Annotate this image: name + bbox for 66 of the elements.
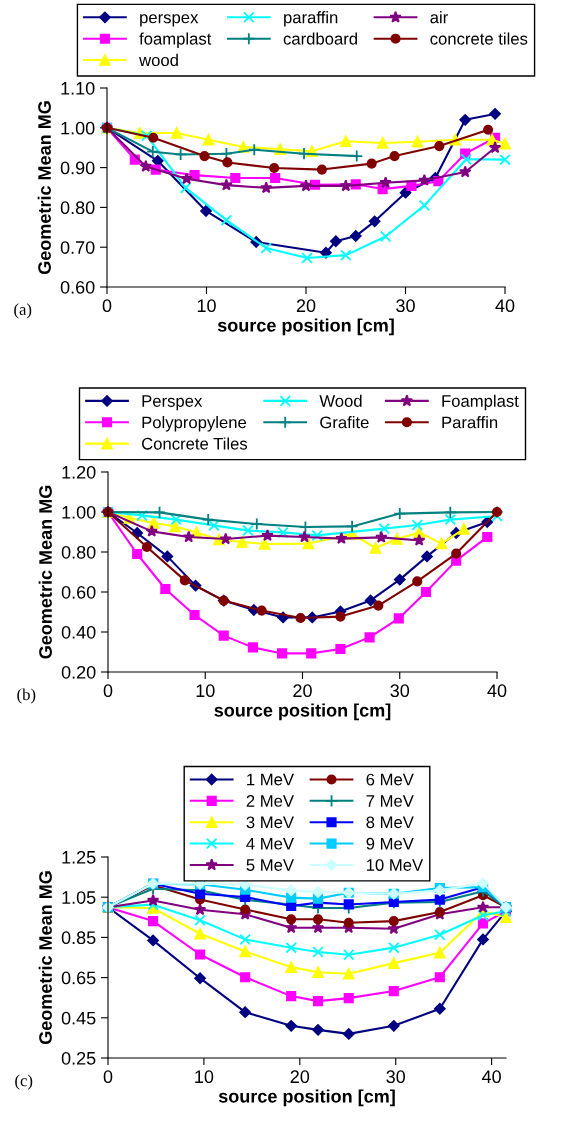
legend-label: 10 MeV (366, 859, 424, 871)
x-tick-label: 10 (196, 684, 215, 698)
legend-label: 8 MeV (366, 816, 414, 829)
y-tick-label: 0.85 (61, 931, 96, 945)
x-tick-label: 0 (102, 299, 112, 313)
y-tick-label: 0.20 (61, 665, 96, 679)
x-tick-label: 40 (495, 299, 515, 313)
text: (a) (14, 303, 32, 319)
legend-label: Foamplast (442, 394, 519, 411)
x-axis-title: source position [cm] (217, 318, 394, 336)
legend-label: Grafite (320, 416, 369, 429)
y-tick-label: 0.40 (61, 625, 96, 639)
y-tick-label: 1.10 (61, 81, 95, 95)
x-tick-label: 30 (390, 684, 410, 698)
legend-label: Wood (319, 394, 362, 407)
legend-label: foamplast (139, 32, 212, 48)
y-tick-label: 1.20 (62, 465, 96, 479)
legend-label: 1 MeV (247, 773, 294, 786)
legend-label: 6 MeV (366, 773, 414, 786)
x-tick-label: 10 (197, 299, 216, 313)
legend-label: 9 MeV (366, 837, 414, 850)
y-tick-label: 1.05 (62, 891, 96, 904)
y-tick-label: 0.60 (60, 280, 95, 294)
y-tick-label: 0.45 (61, 1011, 96, 1025)
legend-label: 3 MeV (246, 816, 294, 829)
x-axis-title: source position [cm] (214, 703, 391, 721)
y-tick-label: 0.80 (60, 201, 95, 215)
legend-label: Concrete Tiles (142, 437, 248, 450)
y-tick-label: 1.00 (62, 505, 96, 519)
legend-label: perspex (140, 14, 199, 27)
legend-label: 4 MeV (246, 837, 294, 850)
y-tick-label: 0.70 (60, 241, 95, 254)
x-tick-label: 20 (293, 684, 312, 698)
legend-label: Paraffin (442, 416, 498, 429)
legend-label: Polypropylene (142, 416, 247, 432)
y-axis-title: Geometric Mean MG (37, 101, 51, 275)
text: (c) (15, 1074, 33, 1090)
y-tick-label: 1.00 (61, 121, 95, 135)
legend-label: Perspex (142, 395, 203, 411)
x-tick-label: 0 (103, 684, 113, 698)
x-tick-label: 20 (290, 1070, 310, 1084)
x-tick-label: 30 (396, 299, 415, 313)
legend-label: 7 MeV (366, 795, 414, 807)
y-tick-label: 0.60 (61, 585, 96, 599)
x-tick-label: 40 (487, 684, 507, 698)
y-axis-title: Geometric Mean MG (38, 485, 52, 659)
legend-label: concrete tiles (430, 32, 528, 45)
legend-label: air (430, 11, 448, 24)
x-tick-label: 0 (103, 1070, 113, 1084)
y-tick-label: 0.65 (61, 971, 96, 985)
legend-label: cardboard (283, 32, 357, 45)
x-tick-label: 40 (481, 1070, 501, 1084)
x-tick-label: 30 (386, 1070, 406, 1084)
text: (b) (17, 688, 36, 704)
legend-label: 2 MeV (246, 795, 294, 807)
legend-label: wood (139, 53, 178, 67)
legend-label: 5 MeV (246, 859, 294, 871)
y-tick-label: 0.25 (61, 1051, 96, 1065)
y-tick-label: 1.25 (62, 850, 96, 864)
y-axis-title: Geometric Mean MG (38, 871, 52, 1045)
x-tick-label: 20 (296, 299, 316, 313)
y-tick-label: 0.80 (61, 545, 96, 559)
x-axis-title: source position [cm] (218, 1089, 395, 1107)
legend-label: paraffin (284, 11, 338, 27)
y-tick-label: 0.90 (60, 161, 95, 175)
x-tick-label: 10 (195, 1070, 214, 1084)
